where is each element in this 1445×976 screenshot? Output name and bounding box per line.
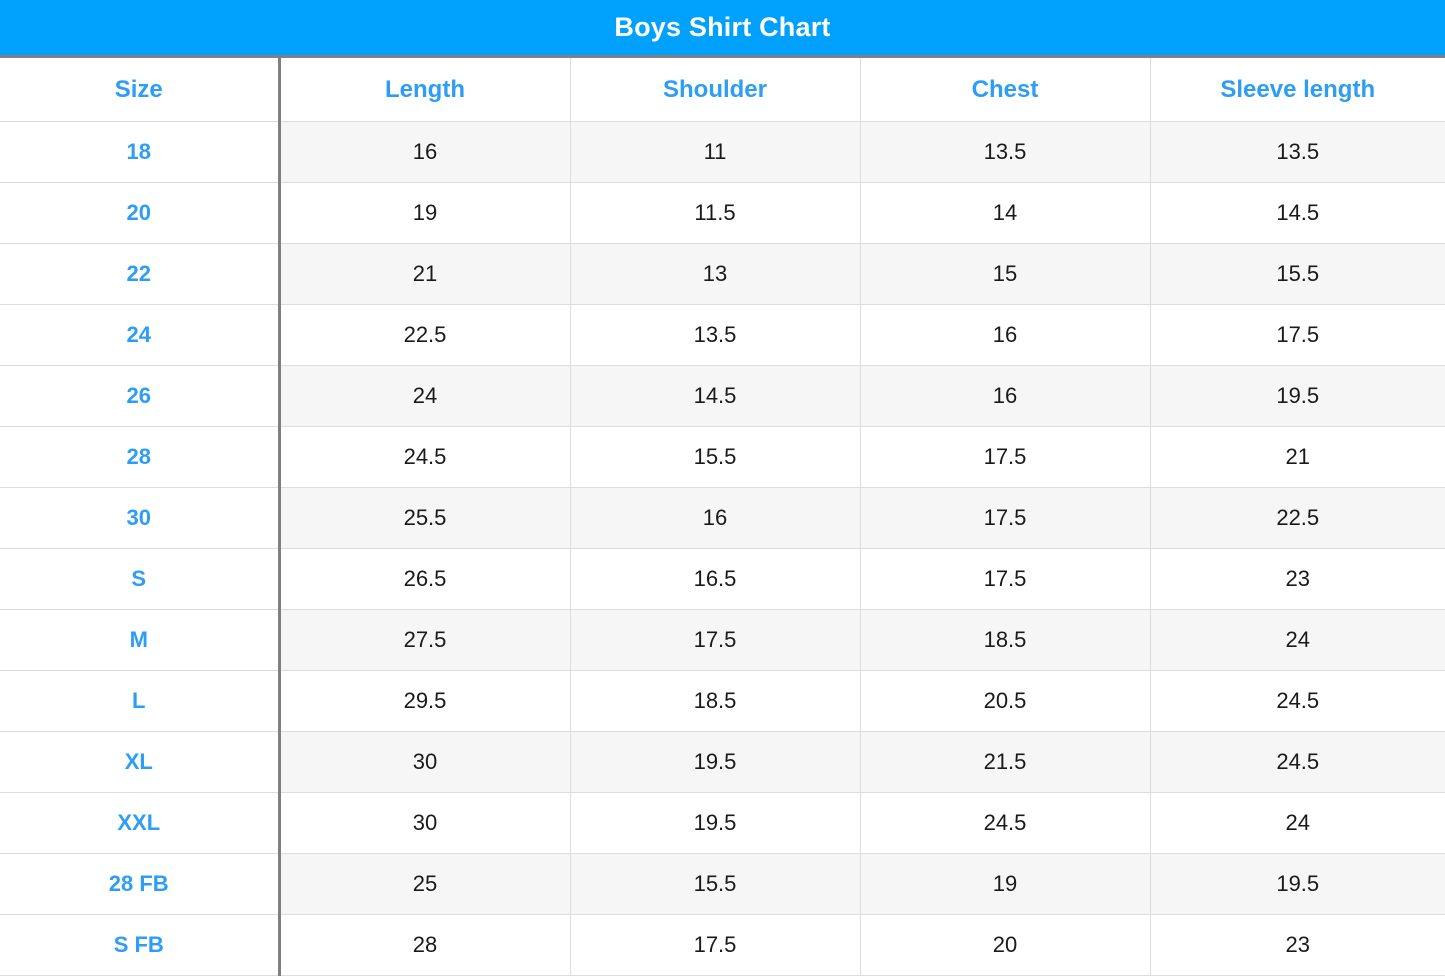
- table-row: 26 24 14.5 16 19.5: [0, 365, 1445, 427]
- cell-shoulder: 17.5: [570, 609, 861, 671]
- cell-shoulder: 16.5: [570, 548, 861, 610]
- cell-sleeve: 19.5: [1150, 365, 1445, 427]
- cell-chest: 16: [860, 365, 1151, 427]
- cell-size: 28 FB: [0, 853, 281, 915]
- cell-shoulder: 14.5: [570, 365, 861, 427]
- cell-sleeve: 23: [1150, 548, 1445, 610]
- table-row: L 29.5 18.5 20.5 24.5: [0, 670, 1445, 732]
- cell-sleeve: 24.5: [1150, 731, 1445, 793]
- cell-size: L: [0, 670, 281, 732]
- cell-size: 24: [0, 304, 281, 366]
- cell-length: 26.5: [279, 548, 571, 610]
- cell-shoulder: 13.5: [570, 304, 861, 366]
- cell-length: 24: [279, 365, 571, 427]
- table-row: 18 16 11 13.5 13.5: [0, 121, 1445, 183]
- table-row: M 27.5 17.5 18.5 24: [0, 609, 1445, 671]
- cell-length: 21: [279, 243, 571, 305]
- cell-sleeve: 23: [1150, 914, 1445, 976]
- cell-sleeve: 15.5: [1150, 243, 1445, 305]
- cell-shoulder: 16: [570, 487, 861, 549]
- cell-shoulder: 15.5: [570, 426, 861, 488]
- cell-shoulder: 11.5: [570, 182, 861, 244]
- cell-sleeve: 21: [1150, 426, 1445, 488]
- cell-sleeve: 22.5: [1150, 487, 1445, 549]
- table-row: 30 25.5 16 17.5 22.5: [0, 487, 1445, 549]
- column-header-chest: Chest: [860, 58, 1151, 122]
- column-header-sleeve: Sleeve length: [1150, 58, 1445, 122]
- cell-chest: 14: [860, 182, 1151, 244]
- table-header: Size Length Shoulder Chest Sleeve length: [0, 58, 1445, 122]
- table-row: XXL 30 19.5 24.5 24: [0, 792, 1445, 854]
- table-row: XL 30 19.5 21.5 24.5: [0, 731, 1445, 793]
- cell-chest: 18.5: [860, 609, 1151, 671]
- cell-length: 30: [279, 792, 571, 854]
- cell-chest: 13.5: [860, 121, 1151, 183]
- table-row: 28 FB 25 15.5 19 19.5: [0, 853, 1445, 915]
- cell-shoulder: 11: [570, 121, 861, 183]
- cell-shoulder: 17.5: [570, 914, 861, 976]
- cell-shoulder: 15.5: [570, 853, 861, 915]
- table-row: S 26.5 16.5 17.5 23: [0, 548, 1445, 610]
- table-row: S FB 28 17.5 20 23: [0, 914, 1445, 976]
- cell-chest: 16: [860, 304, 1151, 366]
- chart-banner: Boys Shirt Chart: [0, 0, 1445, 58]
- cell-length: 27.5: [279, 609, 571, 671]
- cell-size: S: [0, 548, 281, 610]
- table-row: 24 22.5 13.5 16 17.5: [0, 304, 1445, 366]
- table-row: 28 24.5 15.5 17.5 21: [0, 426, 1445, 488]
- cell-length: 28: [279, 914, 571, 976]
- size-chart-table: Size Length Shoulder Chest Sleeve length…: [0, 58, 1445, 976]
- cell-shoulder: 13: [570, 243, 861, 305]
- cell-length: 25.5: [279, 487, 571, 549]
- cell-size: XL: [0, 731, 281, 793]
- cell-size: 22: [0, 243, 281, 305]
- page-title: Boys Shirt Chart: [614, 12, 831, 42]
- cell-length: 19: [279, 182, 571, 244]
- cell-length: 29.5: [279, 670, 571, 732]
- cell-chest: 17.5: [860, 487, 1151, 549]
- table-row: 22 21 13 15 15.5: [0, 243, 1445, 305]
- cell-sleeve: 24.5: [1150, 670, 1445, 732]
- table-header-row: Size Length Shoulder Chest Sleeve length: [0, 58, 1445, 122]
- cell-shoulder: 19.5: [570, 792, 861, 854]
- cell-size: XXL: [0, 792, 281, 854]
- table-row: 20 19 11.5 14 14.5: [0, 182, 1445, 244]
- cell-size: 28: [0, 426, 281, 488]
- cell-sleeve: 14.5: [1150, 182, 1445, 244]
- cell-size: 20: [0, 182, 281, 244]
- table-body: 18 16 11 13.5 13.5 20 19 11.5 14 14.5 22 21 13 15 15.5…: [0, 121, 1445, 976]
- cell-length: 24.5: [279, 426, 571, 488]
- cell-chest: 24.5: [860, 792, 1151, 854]
- column-header-length: Length: [279, 58, 571, 122]
- cell-length: 25: [279, 853, 571, 915]
- cell-shoulder: 19.5: [570, 731, 861, 793]
- column-header-size: Size: [0, 58, 281, 122]
- cell-size: S FB: [0, 914, 281, 976]
- cell-chest: 20: [860, 914, 1151, 976]
- cell-length: 16: [279, 121, 571, 183]
- column-header-shoulder: Shoulder: [570, 58, 861, 122]
- cell-sleeve: 19.5: [1150, 853, 1445, 915]
- cell-size: M: [0, 609, 281, 671]
- cell-sleeve: 24: [1150, 609, 1445, 671]
- cell-chest: 21.5: [860, 731, 1151, 793]
- cell-size: 30: [0, 487, 281, 549]
- cell-length: 30: [279, 731, 571, 793]
- cell-chest: 17.5: [860, 426, 1151, 488]
- cell-sleeve: 24: [1150, 792, 1445, 854]
- cell-chest: 20.5: [860, 670, 1151, 732]
- cell-chest: 19: [860, 853, 1151, 915]
- cell-size: 18: [0, 121, 281, 183]
- cell-chest: 17.5: [860, 548, 1151, 610]
- cell-length: 22.5: [279, 304, 571, 366]
- cell-shoulder: 18.5: [570, 670, 861, 732]
- cell-chest: 15: [860, 243, 1151, 305]
- cell-size: 26: [0, 365, 281, 427]
- cell-sleeve: 17.5: [1150, 304, 1445, 366]
- cell-sleeve: 13.5: [1150, 121, 1445, 183]
